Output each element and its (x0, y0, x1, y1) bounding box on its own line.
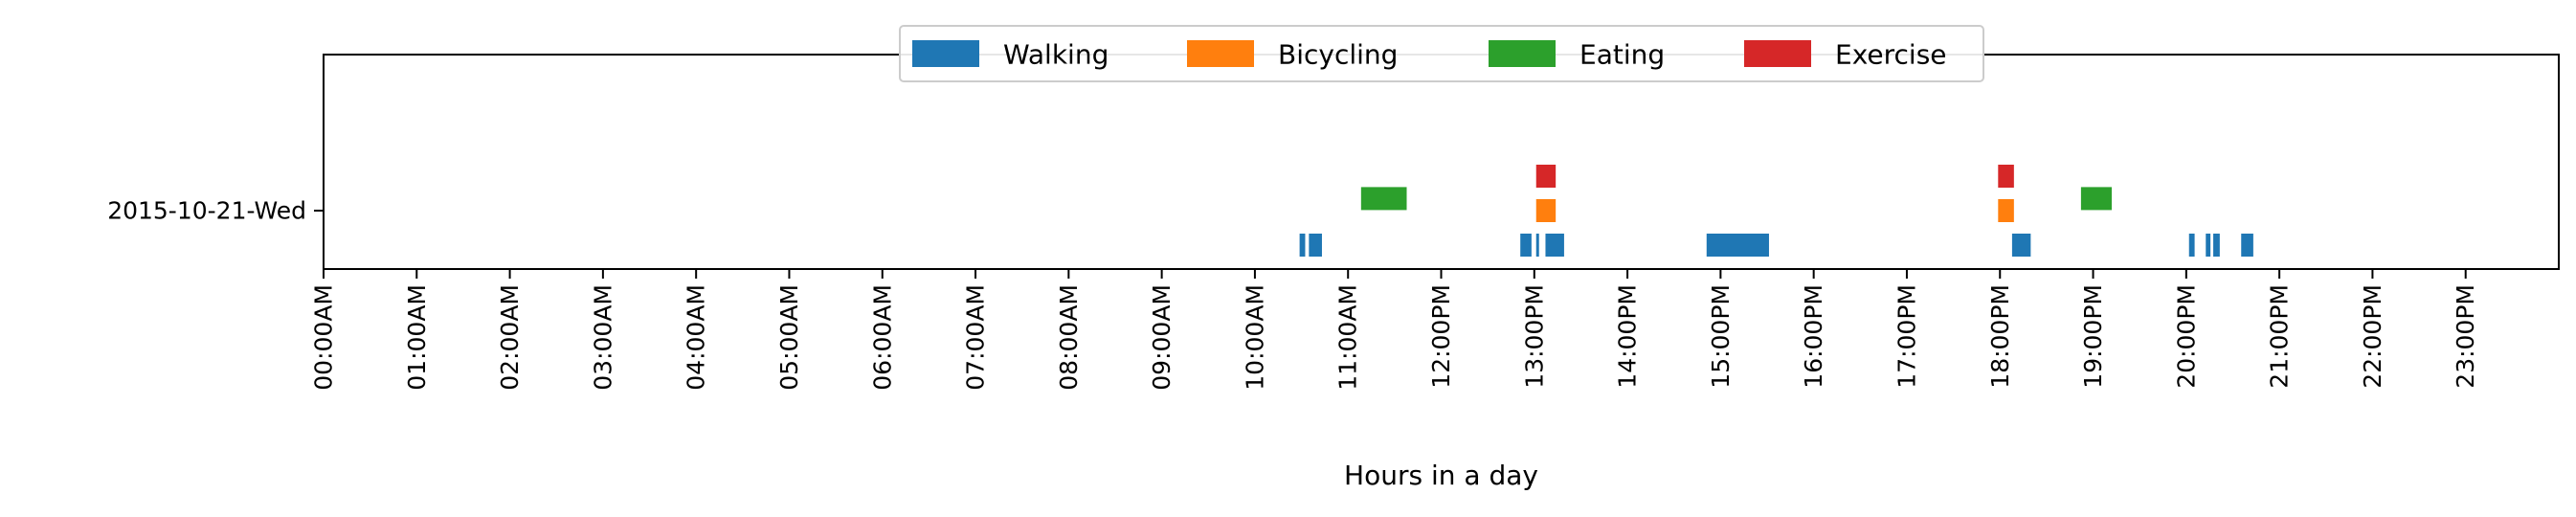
bar-walking-0 (1299, 234, 1306, 257)
legend-label-bicycling: Bicycling (1278, 39, 1398, 71)
legend-swatch-eating (1489, 40, 1556, 67)
x-tick-label: 09:00AM (1148, 284, 1176, 391)
x-tick-label: 02:00AM (496, 284, 524, 391)
bar-eating-1 (2080, 187, 2112, 211)
x-tick-label: 21:00PM (2266, 284, 2294, 389)
x-axis: 00:00AM 01:00AM 02:00AM 03:00AM 04:00AM 05:00… (310, 269, 2479, 391)
bar-walking-4 (1545, 234, 1564, 257)
bar-eating-0 (1360, 187, 1407, 211)
legend-swatch-bicycling (1187, 40, 1254, 67)
bar-walking-3 (1535, 234, 1539, 257)
x-tick-label: 14:00PM (1614, 284, 1642, 389)
x-tick-label: 19:00PM (2079, 284, 2107, 389)
bar-walking-8 (2206, 234, 2211, 257)
x-tick-label: 01:00AM (403, 284, 431, 391)
x-tick-label: 16:00PM (1800, 284, 1827, 389)
x-tick-label: 15:00PM (1707, 284, 1735, 389)
legend-swatch-walking (912, 40, 979, 67)
bar-exercise-1 (1998, 165, 2014, 188)
bar-walking-5 (1706, 234, 1769, 257)
legend-label-exercise: Exercise (1835, 39, 1947, 71)
x-tick-label: 06:00AM (868, 284, 896, 391)
x-tick-label: 17:00PM (1893, 284, 1920, 389)
legend-box (899, 25, 1984, 82)
bar-walking-6 (2011, 234, 2031, 257)
bar-walking-7 (2188, 234, 2195, 257)
legend-label-eating: Eating (1579, 39, 1665, 71)
legend-swatch-exercise (1744, 40, 1811, 67)
x-tick-label: 03:00AM (589, 284, 616, 391)
bar-walking-1 (1309, 234, 1322, 257)
plot-frame (323, 54, 2560, 270)
y-axis: 2015-10-21-Wed (107, 197, 324, 225)
bar-bicycling-1 (1998, 199, 2014, 222)
bar-walking-10 (2241, 234, 2253, 257)
x-tick-label: 20:00PM (2172, 284, 2200, 389)
x-tick-label: 07:00AM (962, 284, 990, 391)
x-tick-label: 12:00PM (1427, 284, 1455, 389)
x-tick-label: 18:00PM (1986, 284, 2014, 389)
x-tick-label: 23:00PM (2452, 284, 2479, 389)
x-tick-label: 13:00PM (1520, 284, 1548, 389)
bars-layer (1299, 165, 2253, 257)
bar-walking-9 (2213, 234, 2220, 257)
x-tick-label: 08:00AM (1055, 284, 1083, 391)
x-tick-label: 11:00AM (1334, 284, 1362, 391)
x-tick-label: 00:00AM (310, 284, 338, 391)
x-tick-label: 05:00AM (775, 284, 803, 391)
x-tick-label: 22:00PM (2359, 284, 2386, 389)
x-tick-label: 04:00AM (683, 284, 710, 391)
bar-exercise-0 (1535, 165, 1557, 188)
bar-walking-2 (1520, 234, 1532, 257)
y-tick-label: 2015-10-21-Wed (107, 197, 306, 225)
legend-label-walking: Walking (1003, 39, 1109, 71)
bar-bicycling-0 (1535, 199, 1557, 222)
legend: Walking Bicycling Eating Exercise (899, 25, 1984, 82)
x-axis-title: Hours in a day (1344, 460, 1538, 491)
x-tick-label: 10:00AM (1241, 284, 1268, 391)
